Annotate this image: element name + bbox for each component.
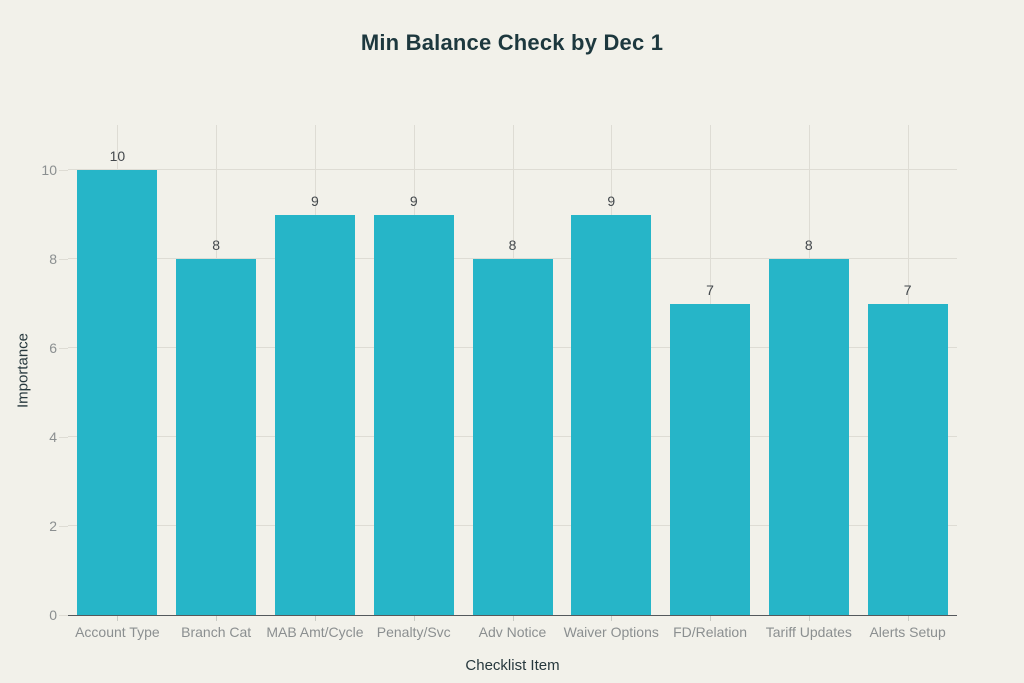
y-tick-mark <box>59 437 68 438</box>
x-tick-label: Tariff Updates <box>765 624 852 640</box>
x-tick-mark <box>710 616 712 621</box>
x-tick-label: FD/Relation <box>673 624 747 640</box>
x-tick-label: Adv Notice <box>478 624 547 640</box>
x-tick-label: Waiver Options <box>563 624 659 640</box>
x-tick-mark <box>907 616 909 621</box>
x-tick-mark <box>413 616 415 621</box>
y-tick-label: 4 <box>49 429 57 445</box>
x-axis-line <box>68 615 957 616</box>
y-tick-label: 10 <box>41 162 57 178</box>
bar-Account Type <box>77 170 158 615</box>
bar-value-label: 9 <box>311 192 319 209</box>
plot-area: 10 8 9 9 8 9 7 8 7 <box>68 125 957 616</box>
bar-value-label: 8 <box>508 237 517 253</box>
bar-value-label: 7 <box>706 281 714 298</box>
bar-Waiver Options <box>571 214 652 615</box>
y-tick-label: 8 <box>49 251 57 267</box>
bar-Tariff Updates <box>768 259 849 615</box>
chart-title: Min Balance Check by Dec 1 <box>360 30 664 55</box>
y-tick-mark <box>59 170 68 171</box>
x-tick-mark <box>512 616 514 621</box>
y-axis-title: Importance <box>14 332 32 409</box>
x-tick-label: Alerts Setup <box>869 624 946 640</box>
y-tick-label: 6 <box>49 340 57 356</box>
bar-value-label: 8 <box>212 237 221 253</box>
x-tick-mark <box>117 616 119 621</box>
x-tick-label: Penalty/Svc <box>376 624 451 640</box>
bar-FD/Relation <box>670 303 751 615</box>
y-tick-mark <box>59 259 68 260</box>
x-axis-title: Checklist Item <box>465 657 560 674</box>
bar-Alerts Setup <box>867 303 948 615</box>
bar-MAB Amt/Cycle <box>274 214 355 615</box>
bar-value-label: 9 <box>607 192 616 209</box>
x-tick-mark <box>611 616 613 621</box>
y-tick-mark <box>59 526 68 527</box>
bar-value-label: 9 <box>409 192 418 209</box>
bar-value-label: 7 <box>903 281 912 298</box>
x-tick-mark <box>808 616 810 621</box>
y-tick-label: 2 <box>49 518 57 534</box>
x-tick-mark <box>216 616 218 621</box>
y-tick-mark <box>59 615 68 616</box>
x-tick-mark <box>314 616 316 621</box>
x-tick-label: MAB Amt/Cycle <box>266 624 364 640</box>
bar-Adv Notice <box>472 259 553 615</box>
bar-Branch Cat <box>176 259 257 615</box>
bar-value-label: 10 <box>109 148 126 164</box>
bar-Penalty/Svc <box>373 214 454 615</box>
x-tick-label: Branch Cat <box>181 624 252 640</box>
x-tick-label: Account Type <box>75 624 160 640</box>
bar-value-label: 8 <box>804 237 813 253</box>
y-tick-mark <box>59 348 68 349</box>
y-tick-label: 0 <box>49 607 57 623</box>
